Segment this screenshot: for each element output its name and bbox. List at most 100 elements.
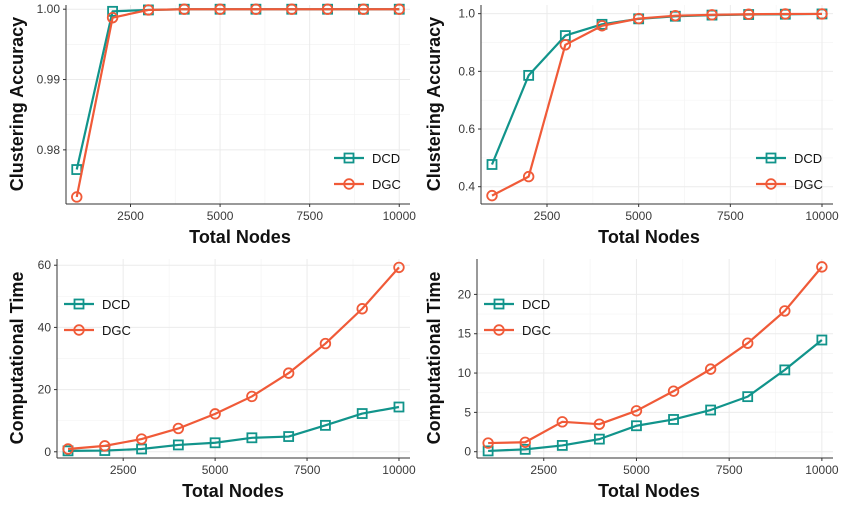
data-point-dcd — [320, 419, 331, 431]
data-point-dcd — [523, 69, 535, 81]
y-tick-label: 1.0 — [458, 7, 475, 21]
data-point-dcd — [668, 414, 679, 425]
y-tick-label: 1.00 — [37, 2, 61, 16]
data-point-dgc — [135, 433, 148, 445]
legend-label-dgc: DGC — [102, 323, 131, 338]
x-tick-label: 2500 — [110, 463, 137, 477]
data-point-dcd — [779, 364, 791, 376]
x-tick-label: 10000 — [383, 209, 417, 223]
x-tick-label: 5000 — [623, 463, 650, 477]
chart-panel-1: 0.98 0.99 1.00 2500 5000 7500 10000 Total Nodes… — [7, 2, 416, 247]
legend-label-dgc: DGC — [372, 177, 401, 192]
data-point-dgc — [486, 189, 498, 202]
data-point-dgc — [706, 9, 718, 21]
data-point-dgc — [321, 3, 334, 15]
data-point-dgc — [816, 261, 828, 273]
y-tick-label: 0 — [44, 445, 51, 459]
data-point-dgc — [214, 3, 226, 15]
x-axis-title: Total Nodes — [598, 481, 700, 501]
y-axis-title: Clustering Accuracy — [424, 17, 444, 191]
data-point-dgc — [556, 416, 568, 428]
legend-marker-dcd — [73, 298, 85, 310]
data-point-dgc — [742, 8, 755, 20]
data-point-dgc — [667, 385, 680, 397]
legend: DCD DGC — [484, 297, 551, 338]
series-dgc — [486, 8, 828, 202]
data-point-dgc — [286, 3, 298, 15]
data-point-dgc — [71, 191, 83, 203]
data-point-dcd — [172, 439, 184, 451]
data-point-dcd — [816, 334, 828, 346]
data-point-dcd — [631, 420, 642, 432]
legend-label-dcd: DCD — [522, 297, 550, 312]
y-tick-label: 5 — [464, 405, 471, 419]
chart-panel-2: 0.4 0.6 0.8 1.0 2500 5000 7500 10000 Total Nodes… — [424, 5, 839, 247]
data-point-dgc — [779, 305, 791, 317]
data-point-dcd — [393, 401, 405, 413]
data-point-dgc — [816, 8, 828, 20]
legend-label-dcd: DCD — [794, 151, 822, 166]
legend-label-dcd: DCD — [102, 297, 130, 312]
x-tick-label: 2500 — [530, 463, 557, 477]
y-tick-label: 0.98 — [37, 143, 61, 157]
series-line-dcd — [488, 339, 823, 453]
x-axis-title: Total Nodes — [182, 481, 284, 501]
chart-panel-3: 0 20 40 60 2500 5000 7500 10000 Total Nodes Compu… — [7, 258, 416, 501]
x-tick-label: 7500 — [716, 463, 743, 477]
data-point-dgc — [282, 367, 295, 379]
series-line-dcd — [68, 405, 400, 452]
x-tick-label: 2500 — [117, 209, 144, 223]
legend-marker-dcd — [493, 298, 505, 310]
y-tick-label: 40 — [38, 320, 52, 334]
series-dgc — [482, 261, 828, 449]
data-point-dcd — [742, 391, 754, 403]
series-dgc — [71, 3, 405, 203]
x-tick-label: 2500 — [534, 209, 561, 223]
x-tick-label: 10000 — [805, 463, 839, 477]
data-point-dgc — [393, 3, 405, 15]
data-point-dcd — [519, 443, 531, 455]
x-tick-label: 5000 — [625, 209, 652, 223]
x-axis-title: Total Nodes — [598, 227, 700, 247]
data-point-dgc — [704, 363, 717, 375]
data-point-dgc — [106, 11, 119, 24]
y-axis-title: Clustering Accuracy — [7, 17, 27, 191]
legend-label-dgc: DGC — [522, 323, 551, 338]
x-tick-label: 5000 — [202, 463, 229, 477]
data-point-dgc — [482, 437, 494, 449]
data-point-dgc — [393, 261, 405, 274]
data-point-dcd — [482, 445, 494, 457]
legend-marker-dgc — [343, 178, 355, 190]
data-point-dgc — [669, 9, 682, 22]
series-line-dgc — [491, 12, 822, 197]
x-tick-label: 5000 — [207, 209, 234, 223]
data-point-dgc — [742, 337, 754, 349]
y-axis-title: Computational Time — [7, 272, 27, 445]
data-point-dgc — [559, 39, 572, 51]
x-tick-label: 7500 — [717, 209, 744, 223]
x-tick-label: 10000 — [805, 209, 839, 223]
data-point-dgc — [99, 440, 111, 452]
data-point-dgc — [172, 422, 185, 435]
data-point-dgc — [356, 303, 368, 315]
plot-area — [477, 259, 833, 458]
legend-label-dgc: DGC — [794, 177, 823, 192]
data-point-dgc — [779, 8, 792, 20]
data-point-dgc — [319, 337, 332, 350]
data-point-dgc — [357, 3, 370, 15]
data-point-dcd — [283, 431, 295, 442]
y-tick-label: 15 — [458, 327, 472, 341]
data-point-dcd — [556, 440, 568, 451]
data-point-dgc — [250, 3, 262, 15]
x-tick-label: 7500 — [296, 209, 323, 223]
data-point-dcd — [246, 432, 258, 444]
data-point-dgc — [178, 3, 190, 15]
data-point-dgc — [142, 4, 155, 16]
data-point-dgc — [62, 443, 74, 455]
legend-marker-dgc — [73, 324, 85, 336]
legend-label-dcd: DCD — [372, 151, 400, 166]
legend: DCD DGC — [64, 297, 131, 338]
x-tick-label: 10000 — [382, 463, 416, 477]
series-line-dgc — [488, 266, 823, 445]
